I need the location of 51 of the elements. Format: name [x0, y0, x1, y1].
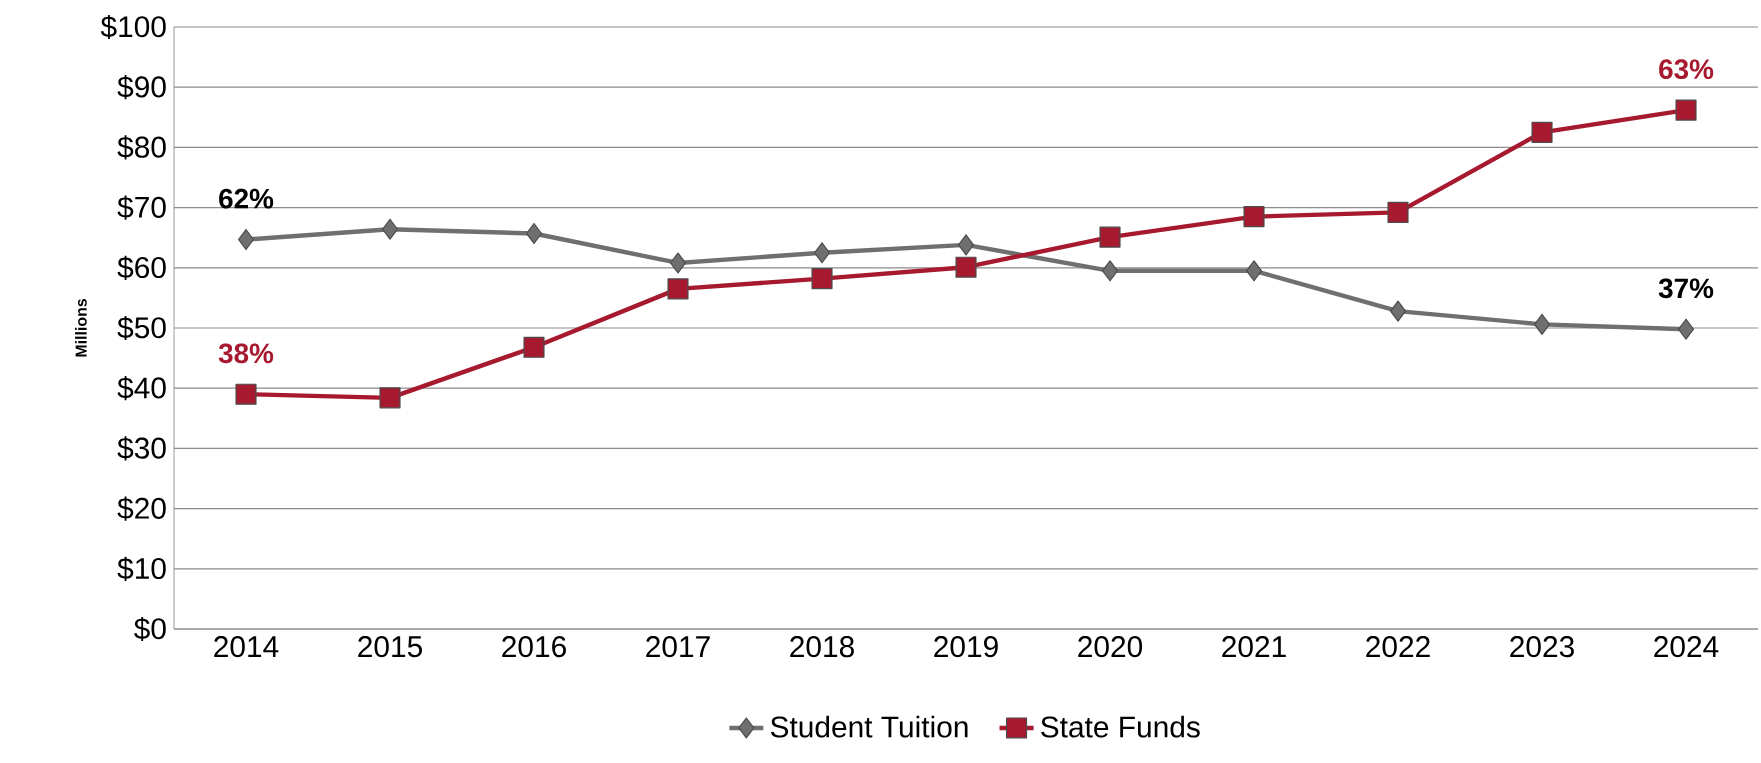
point: [1387, 201, 1409, 223]
point: [237, 228, 255, 251]
point: [1531, 121, 1553, 143]
point: [381, 218, 399, 240]
x-tick-label: 2020: [1078, 636, 1143, 658]
y-tick-label: $60: [117, 255, 166, 280]
point: [1243, 206, 1265, 228]
x-tick-label: 2014: [214, 636, 279, 658]
point: [1677, 318, 1695, 340]
x-tick-label: 2024: [1654, 636, 1719, 658]
x-tick-label: 2015: [358, 636, 422, 658]
y-tick-label: $0: [134, 616, 166, 642]
y-tick-label: $10: [117, 556, 166, 581]
point: [667, 278, 689, 300]
y-tick-label: $50: [117, 315, 166, 341]
point: [523, 336, 545, 358]
y-axis-title: Millions: [75, 298, 87, 357]
x-tick-label: 2016: [502, 636, 566, 658]
point: [1533, 313, 1551, 335]
point: [1099, 226, 1121, 248]
y-tick-label: $100: [100, 14, 166, 40]
x-tick-label: 2019: [934, 636, 998, 658]
legend-label: State Funds: [1041, 715, 1200, 738]
point: [1675, 99, 1697, 121]
point: [813, 242, 831, 264]
x-tick-label: 2023: [1510, 636, 1574, 658]
x-tick-label: 2018: [790, 636, 854, 658]
point: [379, 387, 401, 409]
point: [955, 256, 977, 278]
annotation: 63%: [1659, 59, 1714, 80]
x-tick-label: 2017: [646, 636, 710, 658]
annotation: 62%: [219, 188, 274, 209]
x-tick-label: 2022: [1366, 636, 1430, 658]
point: [1389, 300, 1407, 322]
y-tick-label: $80: [117, 135, 166, 160]
point: [1101, 260, 1119, 282]
legend-label: Student Tuition: [770, 715, 968, 738]
point: [811, 268, 833, 290]
x-tick-label: 2021: [1222, 636, 1286, 658]
point: [669, 252, 687, 274]
point: [235, 383, 257, 405]
annotation: 37%: [1658, 278, 1714, 299]
point: [1245, 260, 1263, 282]
point: [957, 234, 975, 256]
annotation: 38%: [218, 343, 274, 364]
y-tick-label: $20: [117, 496, 166, 521]
y-tick-label: $70: [117, 195, 166, 220]
y-tick-label: $90: [117, 75, 166, 100]
point: [525, 222, 543, 245]
y-tick-label: $30: [117, 436, 166, 461]
y-tick-label: $40: [117, 376, 166, 401]
